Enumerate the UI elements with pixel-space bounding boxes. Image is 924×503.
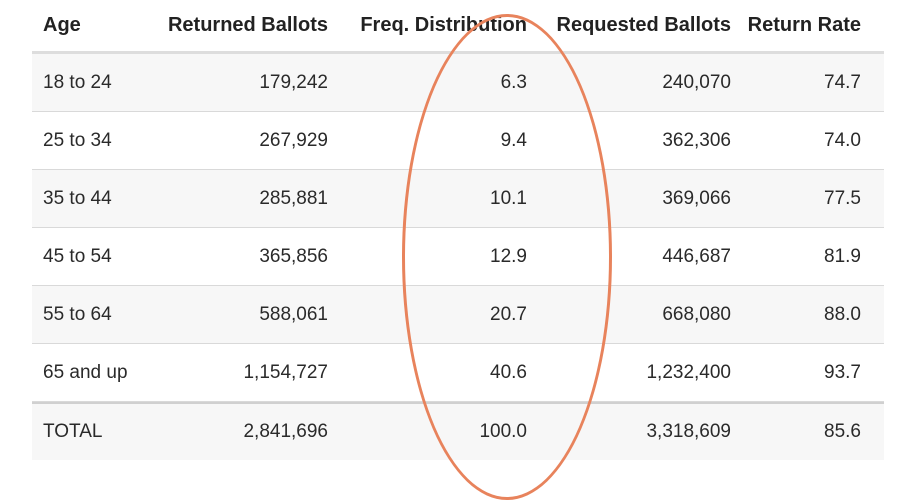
return-rate-cell: 93.7 (824, 361, 861, 383)
total-row: TOTAL 2,841,696 100.0 3,318,609 85.6 (32, 402, 884, 460)
age-cell: 35 to 44 (43, 187, 112, 209)
header-age: Age (43, 14, 81, 36)
freq-distribution-cell: 10.1 (490, 187, 527, 209)
return-rate-cell: 81.9 (824, 245, 861, 267)
header-requested-ballots: Requested Ballots (556, 14, 731, 36)
returned-ballots-cell: 365,856 (259, 245, 328, 267)
freq-distribution-cell: 6.3 (500, 71, 527, 93)
freq-distribution-cell: 12.9 (490, 245, 527, 267)
requested-ballots-cell: 1,232,400 (646, 361, 731, 383)
total-freq-distribution: 100.0 (479, 421, 527, 442)
freq-distribution-cell: 40.6 (490, 361, 527, 383)
returned-ballots-cell: 267,929 (259, 129, 328, 151)
total-return-rate: 85.6 (824, 421, 861, 442)
table-row: 18 to 24 179,242 6.3 240,070 74.7 (32, 54, 884, 112)
returned-ballots-cell: 179,242 (259, 71, 328, 93)
returned-ballots-cell: 588,061 (259, 303, 328, 325)
age-cell: 18 to 24 (43, 71, 112, 93)
age-cell: 65 and up (43, 361, 128, 383)
total-label: TOTAL (43, 421, 103, 442)
table-header-row: Age Returned Ballots Freq. Distribution … (32, 0, 884, 54)
return-rate-cell: 77.5 (824, 187, 861, 209)
age-cell: 45 to 54 (43, 245, 112, 267)
return-rate-cell: 74.0 (824, 129, 861, 151)
freq-distribution-cell: 9.4 (500, 129, 527, 151)
header-return-rate: Return Rate (747, 14, 861, 36)
requested-ballots-cell: 369,066 (662, 187, 731, 209)
returned-ballots-cell: 285,881 (259, 187, 328, 209)
requested-ballots-cell: 240,070 (662, 71, 731, 93)
table-row: 65 and up 1,154,727 40.6 1,232,400 93.7 (32, 344, 884, 402)
requested-ballots-cell: 446,687 (662, 245, 731, 267)
table-row: 55 to 64 588,061 20.7 668,080 88.0 (32, 286, 884, 344)
table-row: 35 to 44 285,881 10.1 369,066 77.5 (32, 170, 884, 228)
age-cell: 55 to 64 (43, 303, 112, 325)
header-freq-distribution: Freq. Distribution (360, 14, 527, 36)
returned-ballots-cell: 1,154,727 (243, 361, 328, 383)
ballots-table: Age Returned Ballots Freq. Distribution … (32, 0, 884, 460)
return-rate-cell: 74.7 (824, 71, 861, 93)
requested-ballots-cell: 362,306 (662, 129, 731, 151)
total-returned-ballots: 2,841,696 (243, 421, 328, 442)
table-row: 45 to 54 365,856 12.9 446,687 81.9 (32, 228, 884, 286)
return-rate-cell: 88.0 (824, 303, 861, 325)
total-requested-ballots: 3,318,609 (646, 421, 731, 442)
age-cell: 25 to 34 (43, 129, 112, 151)
freq-distribution-cell: 20.7 (490, 303, 527, 325)
table-row: 25 to 34 267,929 9.4 362,306 74.0 (32, 112, 884, 170)
requested-ballots-cell: 668,080 (662, 303, 731, 325)
header-returned-ballots: Returned Ballots (167, 14, 328, 36)
